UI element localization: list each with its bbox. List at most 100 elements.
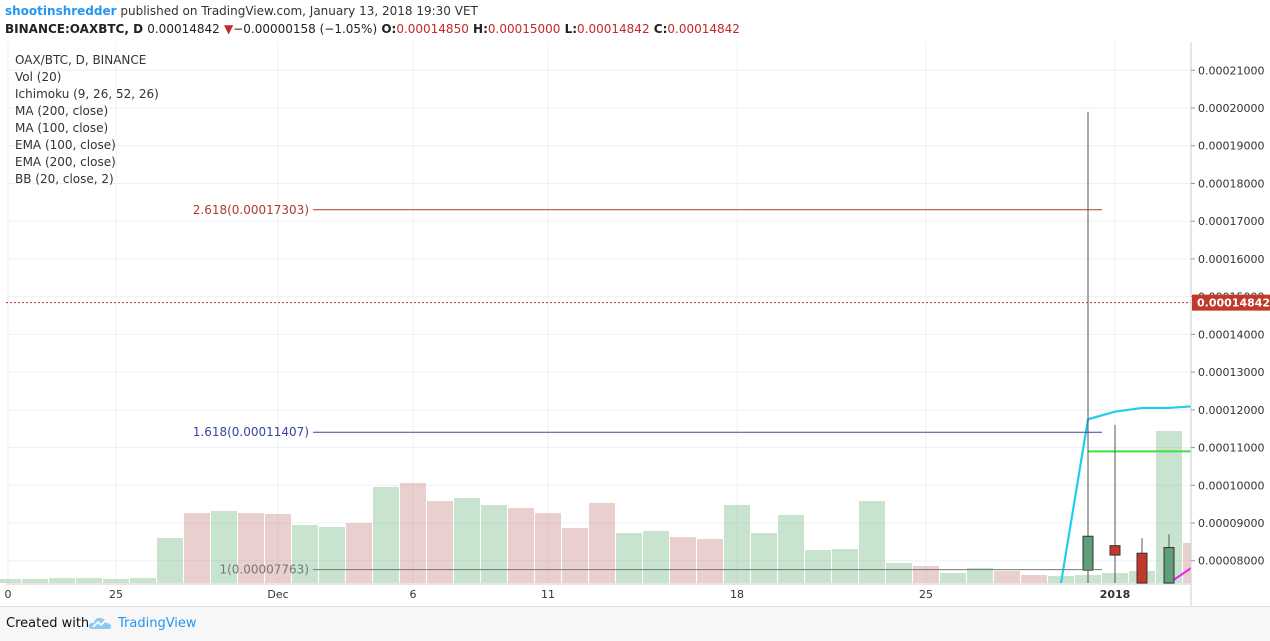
legend-item[interactable]: EMA (200, close) xyxy=(15,154,159,171)
volume-bar xyxy=(913,566,939,583)
volume-bar xyxy=(76,578,102,583)
publish-info: published on TradingView.com, January 13… xyxy=(120,4,478,18)
time-tick-label: 25 xyxy=(109,588,123,601)
price-tick-label: 0.00009000 xyxy=(1198,517,1264,530)
price-tick-label: 0.00013000 xyxy=(1198,366,1264,379)
publish-line: shootinshredder published on TradingView… xyxy=(5,4,478,18)
volume-bar xyxy=(49,578,75,583)
volume-bar xyxy=(994,571,1020,583)
volume-bar xyxy=(562,528,588,583)
high-label: H: xyxy=(473,22,488,36)
time-tick-label: Dec xyxy=(267,588,288,601)
legend-item[interactable]: Ichimoku (9, 26, 52, 26) xyxy=(15,86,159,103)
price-tick-label: 0.00020000 xyxy=(1198,102,1264,115)
open-value: 0.00014850 xyxy=(396,22,469,36)
candle-body xyxy=(1164,548,1174,583)
grid-lines xyxy=(6,42,1270,583)
volume-bar xyxy=(535,513,561,583)
price-tick-label: 0.00014000 xyxy=(1198,328,1264,341)
fib-level-label: 1(0.00007763) xyxy=(219,563,309,577)
price-chart[interactable]: 2.618(0.00017303) 1.618(0.00011407) 1(0.00… xyxy=(0,0,1270,606)
price-tick-label: 0.00019000 xyxy=(1198,140,1264,153)
time-tick-label: 2018 xyxy=(1100,588,1131,601)
close-label: C: xyxy=(654,22,668,36)
volume-bar xyxy=(454,498,480,583)
price-tick-label: 0.00017000 xyxy=(1198,215,1264,228)
created-with-label: Created with xyxy=(6,616,89,631)
volume-bar xyxy=(400,483,426,583)
price-tick-label: 0.00011000 xyxy=(1198,442,1264,455)
candle-body xyxy=(1083,536,1093,570)
volume-bar xyxy=(589,503,615,583)
price-tick-label: 0.00008000 xyxy=(1198,555,1264,568)
volume-bar xyxy=(157,538,183,583)
price-tick-label: 0.00012000 xyxy=(1198,404,1264,417)
volume-bar xyxy=(1021,575,1047,583)
volume-bar xyxy=(859,501,885,583)
time-tick-label: 25 xyxy=(919,588,933,601)
legend-item[interactable]: OAX/BTC, D, BINANCE xyxy=(15,52,159,69)
high-value: 0.00015000 xyxy=(488,22,561,36)
time-tick-label: 11 xyxy=(541,588,555,601)
volume-bar xyxy=(22,579,48,583)
volume-bar xyxy=(130,578,156,583)
footer-bar: Created with TradingView xyxy=(0,606,1270,641)
volume-bar xyxy=(967,568,993,583)
header-bar: shootinshredder published on TradingView… xyxy=(0,0,1270,42)
volume-bar xyxy=(103,579,129,583)
legend-item[interactable]: EMA (100, close) xyxy=(15,137,159,154)
down-arrow-icon: ▼ xyxy=(224,22,233,36)
volume-bar xyxy=(346,523,372,583)
volume-bar xyxy=(751,533,777,583)
current-price-label: 0.00014842 xyxy=(1197,297,1270,310)
legend-item[interactable]: MA (200, close) xyxy=(15,103,159,120)
low-value: 0.00014842 xyxy=(577,22,650,36)
open-label: O: xyxy=(381,22,396,36)
volume-bar xyxy=(184,513,210,583)
volume-bar xyxy=(643,531,669,583)
time-tick-label: 6 xyxy=(410,588,417,601)
time-tick-label: 18 xyxy=(730,588,744,601)
fib-level-label: 1.618(0.00011407) xyxy=(193,425,309,439)
volume-bar xyxy=(832,549,858,583)
close-value: 0.00014842 xyxy=(667,22,740,36)
volume-bar xyxy=(0,579,21,583)
price-tick-label: 0.00010000 xyxy=(1198,479,1264,492)
volume-bar xyxy=(481,505,507,583)
volume-bar xyxy=(616,533,642,583)
price-tick-label: 0.00018000 xyxy=(1198,177,1264,190)
legend-item[interactable]: BB (20, close, 2) xyxy=(15,171,159,188)
last-price: 0.00014842 xyxy=(147,22,220,36)
time-tick-label: 0 xyxy=(5,588,12,601)
candle-body xyxy=(1137,553,1147,583)
tradingview-link[interactable]: TradingView xyxy=(118,616,197,631)
time-axis: 025Dec611182520188152227Feb xyxy=(5,584,1270,601)
fib-level-label: 2.618(0.00017303) xyxy=(193,203,309,217)
volume-bar xyxy=(670,537,696,583)
price-tick-label: 0.00021000 xyxy=(1198,64,1264,77)
low-label: L: xyxy=(565,22,577,36)
volume-bar xyxy=(319,527,345,583)
volume-bar xyxy=(778,515,804,583)
tradingview-cloud-icon[interactable] xyxy=(88,614,112,632)
volume-bar xyxy=(805,550,831,583)
volume-bar xyxy=(427,501,453,583)
volume-bar xyxy=(940,573,966,583)
volume-bar xyxy=(724,505,750,583)
volume-bar xyxy=(373,487,399,583)
ohlc-line: BINANCE:OAXBTC, D 0.00014842 ▼−0.0000015… xyxy=(5,22,740,36)
volume-bar xyxy=(508,508,534,583)
price-axis: 0.00021000 0.00020000 0.00019000 0.00018000… xyxy=(1191,42,1270,606)
legend-item[interactable]: MA (100, close) xyxy=(15,120,159,137)
volume-bar xyxy=(697,539,723,583)
author-link[interactable]: shootinshredder xyxy=(5,4,117,18)
volume-bars xyxy=(0,431,1270,583)
price-change: −0.00000158 (−1.05%) xyxy=(233,22,377,36)
price-tick-label: 0.00016000 xyxy=(1198,253,1264,266)
legend-item[interactable]: Vol (20) xyxy=(15,69,159,86)
candle-body xyxy=(1110,546,1120,555)
symbol-label: BINANCE:OAXBTC, D xyxy=(5,22,143,36)
volume-bar xyxy=(886,563,912,583)
indicator-legend: OAX/BTC, D, BINANCE Vol (20) Ichimoku (9… xyxy=(15,52,159,188)
